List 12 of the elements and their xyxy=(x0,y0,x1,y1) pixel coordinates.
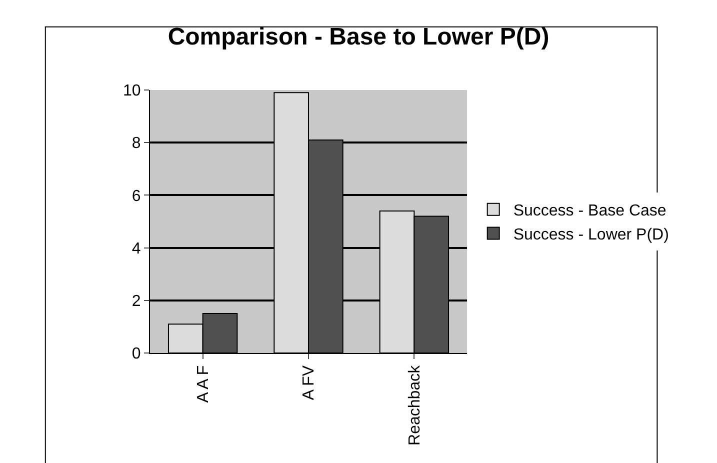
y-tick-label: 2 xyxy=(132,293,141,310)
legend-label: Success - Lower P(D) xyxy=(513,226,669,244)
y-tick-label: 10 xyxy=(123,82,141,100)
y-tick-label: 6 xyxy=(132,188,141,205)
x-tick-label: Reachback xyxy=(406,364,424,446)
x-tick-label: A A F xyxy=(195,365,212,403)
chart-title: Comparison - Base to Lower P(D) xyxy=(168,24,550,51)
legend-label: Success - Base Case xyxy=(513,202,666,220)
x-tick-label: A FV xyxy=(300,365,318,400)
y-tick-label: 4 xyxy=(132,240,141,258)
y-tick-label: 8 xyxy=(132,135,141,152)
y-tick-label: 0 xyxy=(132,346,141,363)
